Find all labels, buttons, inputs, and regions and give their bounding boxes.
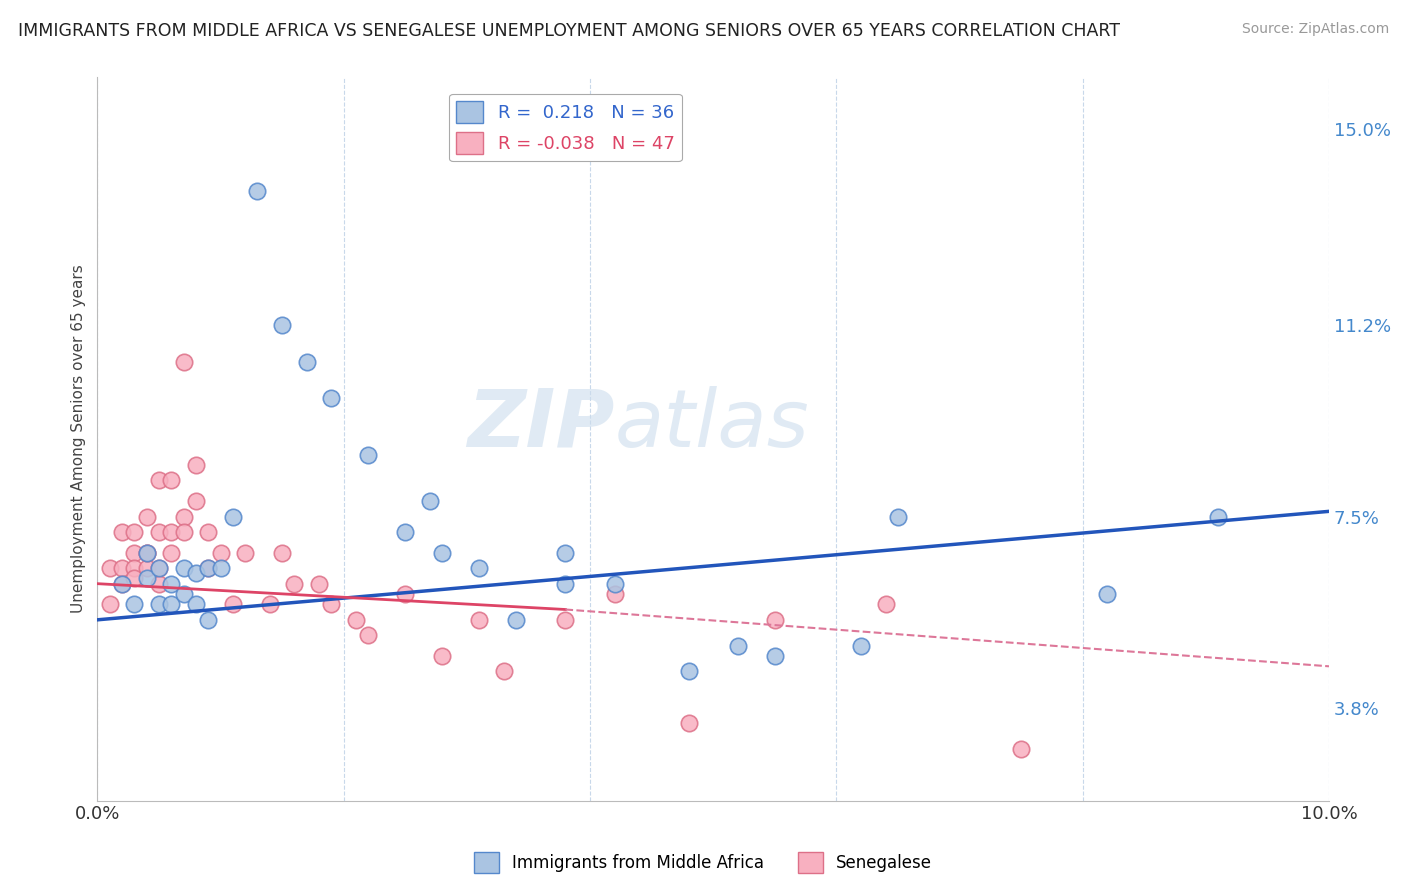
Point — [197, 561, 219, 575]
Point — [678, 716, 700, 731]
Point — [357, 448, 380, 462]
Point — [135, 561, 157, 575]
Point — [111, 561, 134, 575]
Point — [1097, 587, 1119, 601]
Point — [148, 561, 170, 575]
Point — [148, 561, 170, 575]
Point — [678, 665, 700, 679]
Point — [148, 597, 170, 611]
Point — [394, 587, 416, 601]
Point — [124, 572, 146, 586]
Point — [135, 509, 157, 524]
Point — [468, 561, 491, 575]
Text: IMMIGRANTS FROM MIDDLE AFRICA VS SENEGALESE UNEMPLOYMENT AMONG SENIORS OVER 65 Y: IMMIGRANTS FROM MIDDLE AFRICA VS SENEGAL… — [18, 22, 1121, 40]
Point — [197, 524, 219, 539]
Point — [173, 354, 195, 368]
Point — [173, 561, 195, 575]
Point — [135, 572, 157, 586]
Point — [98, 561, 121, 575]
Point — [173, 524, 195, 539]
Point — [259, 597, 281, 611]
Point — [135, 546, 157, 560]
Point — [554, 613, 576, 627]
Point — [554, 576, 576, 591]
Point — [468, 613, 491, 627]
Point — [875, 597, 897, 611]
Point — [394, 524, 416, 539]
Point — [124, 524, 146, 539]
Point — [148, 524, 170, 539]
Text: ZIP: ZIP — [467, 385, 614, 464]
Point — [160, 576, 183, 591]
Point — [124, 597, 146, 611]
Text: atlas: atlas — [614, 385, 810, 464]
Point — [222, 597, 245, 611]
Point — [197, 561, 219, 575]
Point — [98, 597, 121, 611]
Point — [111, 524, 134, 539]
Legend: R =  0.218   N = 36, R = -0.038   N = 47: R = 0.218 N = 36, R = -0.038 N = 47 — [449, 94, 682, 161]
Point — [603, 576, 626, 591]
Text: Source: ZipAtlas.com: Source: ZipAtlas.com — [1241, 22, 1389, 37]
Point — [295, 354, 318, 368]
Point — [111, 576, 134, 591]
Point — [135, 546, 157, 560]
Y-axis label: Unemployment Among Seniors over 65 years: Unemployment Among Seniors over 65 years — [72, 265, 86, 614]
Point — [432, 546, 454, 560]
Point — [111, 576, 134, 591]
Point — [173, 509, 195, 524]
Point — [727, 639, 749, 653]
Point — [209, 546, 232, 560]
Point — [246, 184, 269, 198]
Point — [554, 546, 576, 560]
Point — [357, 628, 380, 642]
Point — [492, 665, 515, 679]
Point — [271, 546, 294, 560]
Point — [148, 576, 170, 591]
Point — [160, 597, 183, 611]
Point — [419, 494, 441, 508]
Point — [432, 648, 454, 663]
Point — [184, 597, 207, 611]
Point — [887, 509, 910, 524]
Point — [763, 648, 786, 663]
Point — [209, 561, 232, 575]
Point — [763, 613, 786, 627]
Point — [1206, 509, 1229, 524]
Point — [124, 561, 146, 575]
Point — [184, 458, 207, 472]
Point — [160, 474, 183, 488]
Point — [308, 576, 330, 591]
Point — [233, 546, 256, 560]
Point — [321, 597, 343, 611]
Point — [135, 546, 157, 560]
Point — [160, 546, 183, 560]
Point — [184, 566, 207, 581]
Point — [321, 391, 343, 405]
Point — [505, 613, 527, 627]
Point — [1010, 742, 1032, 756]
Point — [197, 613, 219, 627]
Point — [222, 509, 245, 524]
Point — [271, 318, 294, 333]
Point — [603, 587, 626, 601]
Point — [184, 494, 207, 508]
Legend: Immigrants from Middle Africa, Senegalese: Immigrants from Middle Africa, Senegales… — [467, 846, 939, 880]
Point — [124, 546, 146, 560]
Point — [283, 576, 305, 591]
Point — [148, 474, 170, 488]
Point — [173, 587, 195, 601]
Point — [160, 524, 183, 539]
Point — [344, 613, 367, 627]
Point — [849, 639, 872, 653]
